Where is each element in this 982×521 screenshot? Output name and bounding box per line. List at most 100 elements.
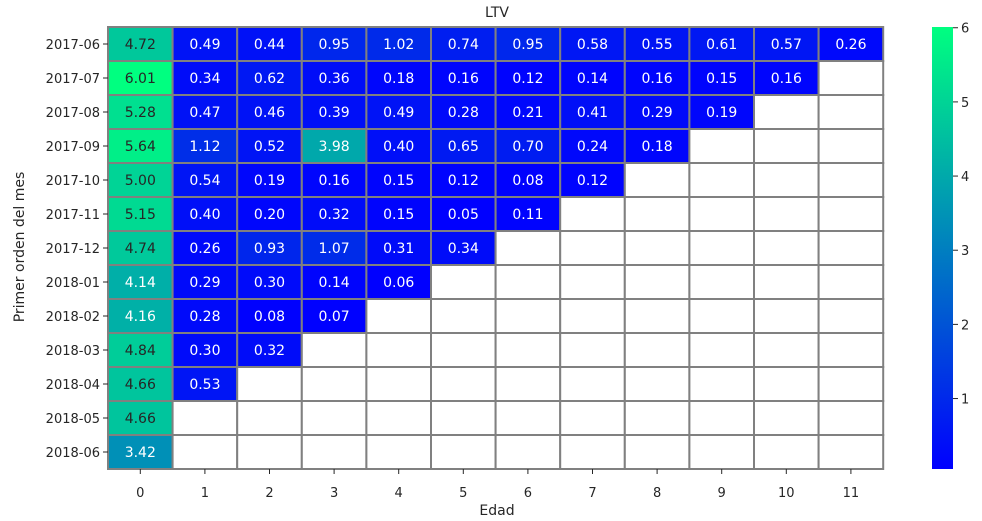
heatmap-cell xyxy=(107,332,174,368)
cell-value-label: 0.49 xyxy=(189,37,220,53)
heatmap-cell xyxy=(430,94,497,130)
heatmap-cell xyxy=(817,332,885,368)
heatmap-cell xyxy=(623,196,691,232)
heatmap-cell xyxy=(623,298,691,334)
cell-value-label: 3.98 xyxy=(319,139,350,155)
y-tick-label: 2017-09 xyxy=(46,140,100,155)
y-tick-label: 2017-06 xyxy=(46,38,100,53)
y-tick-label: 2017-08 xyxy=(46,106,100,121)
heatmap-cell xyxy=(559,26,626,62)
y-tick-label: 2017-07 xyxy=(46,72,100,87)
x-tick-label: 3 xyxy=(330,486,338,501)
heatmap-cell xyxy=(236,128,303,164)
heatmap-cell xyxy=(494,434,562,470)
heatmap-cell xyxy=(753,230,820,266)
cell-value-label: 4.74 xyxy=(125,241,156,257)
cell-value-label: 4.84 xyxy=(125,343,156,359)
cell-value-label: 0.55 xyxy=(642,37,673,53)
heatmap-cell xyxy=(688,400,756,436)
y-tick-label: 2017-12 xyxy=(46,242,100,257)
heatmap-cell xyxy=(494,400,562,436)
heatmap-cell xyxy=(817,162,885,198)
cell-value-label: 0.18 xyxy=(383,71,414,87)
x-tick-label: 4 xyxy=(395,486,403,501)
heatmap-cell xyxy=(300,94,368,130)
heatmap-cell xyxy=(817,434,885,470)
heatmap-cell xyxy=(300,128,368,164)
cell-value-label: 0.93 xyxy=(254,241,285,257)
heatmap-cell xyxy=(300,366,368,402)
heatmap-cell xyxy=(688,60,756,96)
cell-value-label: 0.24 xyxy=(577,139,608,155)
heatmap-cell xyxy=(365,196,432,232)
x-tick-label: 0 xyxy=(136,486,144,501)
cell-value-label: 0.58 xyxy=(577,37,608,53)
y-tick-labels: 2017-06 2017-07 2017-08 2017-09 2017-10 2017-… xyxy=(46,38,108,461)
heatmap-cell xyxy=(688,366,756,402)
cell-value-label: 0.39 xyxy=(319,105,350,121)
heatmap-cell xyxy=(107,264,174,300)
heatmap-cell xyxy=(753,264,820,300)
heatmap-cell xyxy=(817,128,885,164)
cell-value-label: 0.28 xyxy=(448,105,479,121)
x-tick-label: 11 xyxy=(843,486,860,501)
cell-value-label: 1.07 xyxy=(319,241,350,257)
heatmap-cell xyxy=(171,434,239,470)
y-tick-label: 2018-01 xyxy=(46,276,100,291)
cell-value-label: 0.30 xyxy=(254,275,285,291)
colorbar-tick-label: 4 xyxy=(961,170,969,185)
cell-value-label: 0.19 xyxy=(254,173,285,189)
cell-value-label: 0.36 xyxy=(319,71,350,87)
cell-value-label: 0.14 xyxy=(577,71,608,87)
heatmap-cell xyxy=(559,434,626,470)
cell-value-label: 4.66 xyxy=(125,377,156,393)
cell-value-label: 0.70 xyxy=(512,139,543,155)
heatmap-cell xyxy=(753,366,820,402)
y-tick-label: 2017-11 xyxy=(46,208,100,223)
heatmap-cell xyxy=(430,162,497,198)
heatmap-cell xyxy=(494,60,562,96)
heatmap-cell xyxy=(430,196,497,232)
heatmap-cell xyxy=(236,162,303,198)
heatmap-cell xyxy=(300,298,368,334)
heatmap-cell xyxy=(559,196,626,232)
cell-value-label: 0.34 xyxy=(189,71,220,87)
heatmap-cell xyxy=(817,26,885,62)
heatmap-cell xyxy=(300,332,368,368)
heatmap-cell xyxy=(365,332,432,368)
heatmap-cell xyxy=(300,230,368,266)
cell-value-label: 0.26 xyxy=(189,241,220,257)
heatmap-cell xyxy=(623,332,691,368)
heatmap-cell xyxy=(753,196,820,232)
cell-value-label: 0.57 xyxy=(771,37,802,53)
heatmap-cell xyxy=(753,128,820,164)
heatmap-cell xyxy=(365,434,432,470)
heatmap-cell xyxy=(559,230,626,266)
heatmap-cell xyxy=(688,26,756,62)
heatmap-cell xyxy=(688,264,756,300)
x-tick-label: 7 xyxy=(588,486,596,501)
cell-value-label: 0.47 xyxy=(189,105,220,121)
heatmap-cell xyxy=(559,162,626,198)
heatmap-cell xyxy=(688,230,756,266)
heatmap-cell xyxy=(494,298,562,334)
cell-value-label: 0.07 xyxy=(319,309,350,325)
heatmap-cell xyxy=(623,230,691,266)
cell-value-label: 0.44 xyxy=(254,37,285,53)
heatmap-cell xyxy=(623,264,691,300)
heatmap-cell xyxy=(559,60,626,96)
heatmap-cell xyxy=(365,264,432,300)
cell-value-label: 0.15 xyxy=(383,207,414,223)
cell-value-label: 0.19 xyxy=(706,105,737,121)
chart-title: LTV xyxy=(485,5,509,21)
cell-value-label: 0.53 xyxy=(189,377,220,393)
cell-value-label: 0.12 xyxy=(577,173,608,189)
heatmap-cell xyxy=(494,366,562,402)
x-tick-label: 10 xyxy=(778,486,795,501)
y-tick-label: 2017-10 xyxy=(46,174,100,189)
heatmap-cell xyxy=(236,434,303,470)
cell-value-label: 0.11 xyxy=(512,207,543,223)
heatmap-cell xyxy=(817,366,885,402)
x-tick-label: 8 xyxy=(653,486,661,501)
y-tick-label: 2018-05 xyxy=(46,412,100,427)
